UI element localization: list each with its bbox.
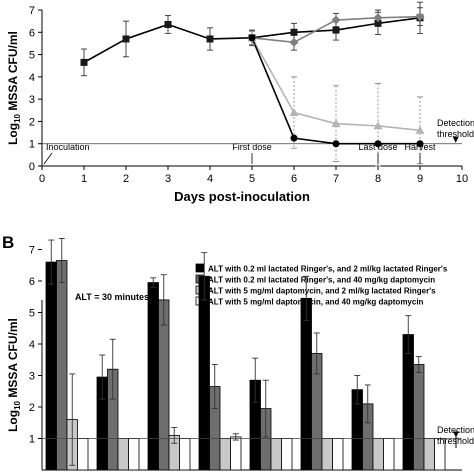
bar (128, 438, 140, 471)
y-tick-label: 7 (29, 5, 35, 17)
legend-entry: ALT with 5 mg/ml daptomycin, and 2 ml/kg… (208, 287, 436, 296)
x-tick-label: 4 (207, 173, 213, 185)
arrow-head (453, 431, 459, 438)
y-axis-label: Log10 MSSA CFU/ml (6, 318, 22, 432)
data-point-diamond (331, 15, 341, 25)
bar (402, 334, 414, 471)
y-tick-label: 6 (29, 276, 35, 288)
x-tick-label: 0 (39, 173, 45, 185)
annotation-harvest: Harvest (404, 142, 436, 152)
panel-b-bar-chart: B 1 2 3 4 5 6 7 Log10 MSSA CFU/ml ALT = 30 minute… (2, 233, 474, 471)
legend-entry: ALT with 0.2 ml lactated Ringer's, and 4… (208, 276, 435, 285)
x-tick-label: 5 (249, 173, 255, 185)
legend-entry: ALT with 0.2 ml lactated Ringer's, and 2… (208, 265, 448, 274)
bar (117, 438, 129, 471)
bar (413, 364, 425, 471)
y-tick-label: 1 (29, 139, 35, 151)
annotation-threshold: threshold (437, 129, 474, 139)
data-point-circle (374, 140, 382, 148)
legend-swatch (195, 263, 205, 273)
data-point-square (206, 35, 214, 43)
annotation-inoculation: Inoculation (46, 142, 90, 152)
data-point-circle (290, 134, 298, 142)
bar (77, 438, 89, 471)
data-point-circle (332, 140, 340, 148)
data-point-square (290, 28, 298, 36)
arrow-head (452, 136, 459, 143)
y-tick-label: 4 (29, 72, 35, 84)
data-point-square (374, 19, 382, 27)
annotation-detection: Detection (437, 118, 474, 128)
y-tick-label: 1 (29, 434, 35, 446)
bar (230, 436, 242, 471)
bar (219, 438, 231, 471)
data-point-circle (248, 34, 256, 42)
data-point-diamond (373, 13, 383, 23)
x-tick-label: 6 (291, 173, 297, 185)
y-tick-label: 3 (29, 371, 35, 383)
x-tick-label: 3 (165, 173, 171, 185)
data-point-circle (416, 140, 424, 148)
data-point-diamond (289, 37, 299, 47)
annotation-detection: Detection (437, 425, 474, 435)
data-point-square (80, 58, 88, 66)
legend-entry: ALT with 5 mg/ml daptomycin, and 40 mg/k… (208, 298, 424, 307)
x-tick-label: 8 (375, 173, 381, 185)
data-point-triangle (289, 108, 299, 117)
y-tick-label: 3 (29, 94, 35, 106)
x-tick-label: 9 (417, 173, 423, 185)
y-tick-label: 2 (29, 116, 35, 128)
y-tick-label: 0 (29, 161, 35, 173)
y-tick-label: 5 (29, 50, 35, 62)
annotation-first-dose: First dose (232, 142, 272, 152)
bar (300, 297, 312, 471)
bar (179, 438, 191, 471)
arrow-inoculation (43, 152, 53, 165)
bar (147, 282, 159, 471)
y-tick-label: 5 (29, 308, 35, 320)
x-tick-label: 10 (456, 173, 468, 185)
y-tick-label: 4 (29, 339, 35, 351)
series-2-line (251, 37, 421, 132)
y-tick-label: 2 (29, 402, 35, 414)
data-point-diamond (415, 12, 425, 22)
data-point-square (122, 35, 130, 43)
y-tick-label: 7 (29, 245, 35, 257)
panel-label-b: B (2, 233, 14, 252)
y-axis-label: Log10 MSSA CFU/ml (6, 31, 22, 145)
data-point-square (332, 26, 340, 34)
bar (372, 438, 384, 471)
y-tick-label: 6 (29, 27, 35, 39)
panel-a-line-chart: 0 1 2 3 4 5 6 7 0 1 2 3 4 5 6 7 8 9 10 Days post-inoculatio… (6, 1, 474, 204)
bar (332, 438, 344, 471)
x-tick-label: 7 (333, 173, 339, 185)
data-point-square (164, 20, 172, 28)
bar (383, 438, 395, 471)
bar (321, 438, 333, 471)
bar (281, 438, 293, 471)
annotation-last-dose: Last dose (358, 142, 397, 152)
alt-note: ALT = 30 minutes (75, 292, 149, 302)
bar (423, 438, 435, 471)
data-point-triangle (331, 119, 341, 128)
x-tick-label: 2 (123, 173, 129, 185)
x-tick-label: 1 (81, 173, 87, 185)
data-point-triangle (373, 121, 383, 130)
x-axis-label: Days post-inoculation (174, 189, 310, 204)
bar (270, 438, 282, 471)
data-point-triangle (415, 125, 425, 134)
bar (198, 275, 210, 471)
